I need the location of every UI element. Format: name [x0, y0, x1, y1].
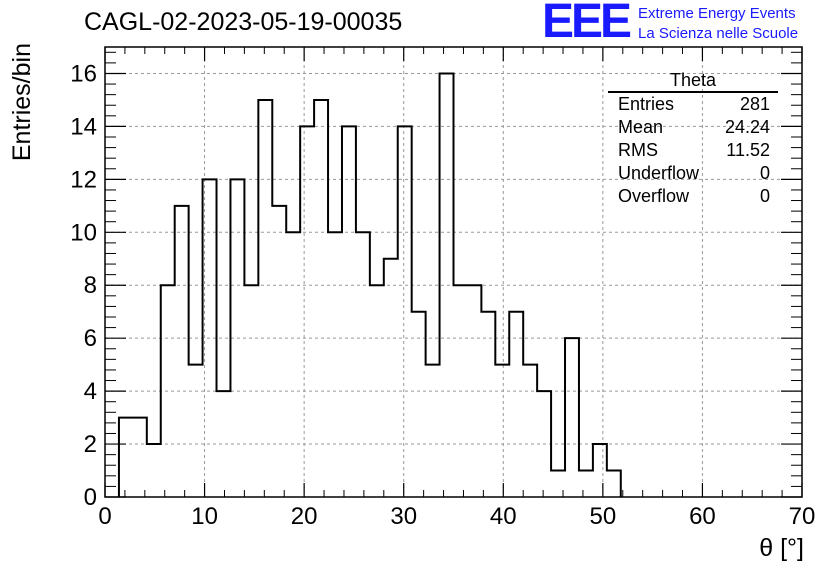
histogram-bin [579, 471, 593, 497]
histogram-bin [565, 338, 579, 497]
x-tick-label: 60 [689, 503, 716, 530]
logo-caption-line1: Extreme Energy Events [638, 5, 796, 22]
x-tick-label: 40 [490, 503, 517, 530]
stats-value: 281 [739, 94, 770, 114]
eee-logo: EEE [542, 0, 632, 48]
histogram-bin [300, 126, 314, 497]
histogram-bin [119, 418, 133, 497]
logo-caption-line2: La Scienza nelle Scuole [638, 25, 799, 42]
x-tick-labels: 0 10 20 30 40 50 60 70 [98, 503, 815, 530]
histogram-bin [454, 285, 468, 497]
logo-caption: Extreme Energy Events La Scienza nelle S… [638, 4, 798, 44]
histogram-bin [328, 232, 342, 497]
y-tick-label: 8 [84, 272, 97, 299]
x-tick-label: 50 [590, 503, 617, 530]
histogram-bin [286, 232, 300, 497]
histogram-bin [370, 285, 384, 497]
histogram-bin [272, 206, 286, 497]
histogram-bin [175, 206, 189, 497]
stats-value: 0 [759, 163, 770, 183]
x-tick-label: 0 [98, 503, 111, 530]
stats-box: Theta Entries 281 Mean 24.24 RMS 11.52 U… [608, 70, 778, 208]
histogram-bin [230, 179, 244, 497]
x-tick-label: 70 [789, 503, 816, 530]
histogram-bin [217, 391, 231, 497]
histogram-bin [342, 126, 356, 497]
histogram-bin [203, 179, 217, 497]
histogram-outline [117, 72, 622, 497]
y-tick-label: 2 [84, 431, 97, 458]
histogram-bin [593, 444, 607, 497]
histogram-bin [607, 471, 621, 497]
y-tick-label: 6 [84, 325, 97, 352]
histogram-bin [495, 365, 509, 497]
stats-row-mean: Mean 24.24 [608, 116, 778, 139]
stats-value: 0 [759, 186, 770, 206]
histogram-bin [189, 365, 203, 497]
histogram-series [117, 72, 622, 497]
histogram-bin [481, 312, 495, 497]
y-tick-label: 10 [70, 219, 97, 246]
stats-title: Theta [608, 70, 778, 93]
y-tick-label: 4 [84, 378, 97, 405]
histogram-bin [384, 259, 398, 497]
histogram-bin [398, 126, 412, 497]
chart-title: CAGL-02-2023-05-19-00035 [84, 8, 403, 36]
histogram-bin [244, 285, 258, 497]
stats-value: 11.52 [726, 140, 770, 160]
x-axis-label: θ [°] [759, 534, 804, 562]
histogram-bin [161, 285, 175, 497]
histogram-bin [314, 100, 328, 497]
histogram-bin [426, 365, 440, 497]
histogram-bin [467, 285, 481, 497]
stats-row-entries: Entries 281 [608, 93, 778, 116]
plot-frame [104, 46, 803, 498]
axis-ticks [104, 47, 803, 498]
y-tick-label: 14 [70, 113, 97, 140]
stats-row-rms: RMS 11.52 [608, 139, 778, 162]
histogram-bin [147, 444, 161, 497]
x-tick-label: 10 [191, 503, 218, 530]
stats-label: RMS [618, 140, 658, 160]
x-tick-label: 30 [390, 503, 417, 530]
y-tick-label: 0 [84, 484, 97, 511]
stats-label: Overflow [618, 186, 690, 206]
y-tick-label: 16 [70, 60, 97, 87]
histogram-bin [258, 100, 272, 497]
histogram-bin [537, 391, 551, 497]
x-tick-label: 20 [291, 503, 318, 530]
stats-label: Mean [618, 117, 664, 137]
histogram-bin [440, 73, 454, 497]
stats-row-underflow: Underflow 0 [608, 162, 778, 185]
histogram-bin [509, 312, 523, 497]
y-tick-label: 12 [70, 166, 97, 193]
y-tick-labels: 0 2 4 6 8 10 12 14 16 [70, 60, 97, 511]
stats-row-overflow: Overflow 0 [608, 185, 778, 208]
stats-value: 24.24 [724, 117, 770, 137]
stats-label: Underflow [618, 163, 700, 183]
histogram-bin [356, 232, 370, 497]
histogram-bin [133, 418, 147, 497]
stats-label: Entries [618, 94, 675, 114]
histogram-bin [523, 365, 537, 497]
histogram-bin [412, 312, 426, 497]
y-axis-label: Entries/bin [8, 43, 36, 161]
